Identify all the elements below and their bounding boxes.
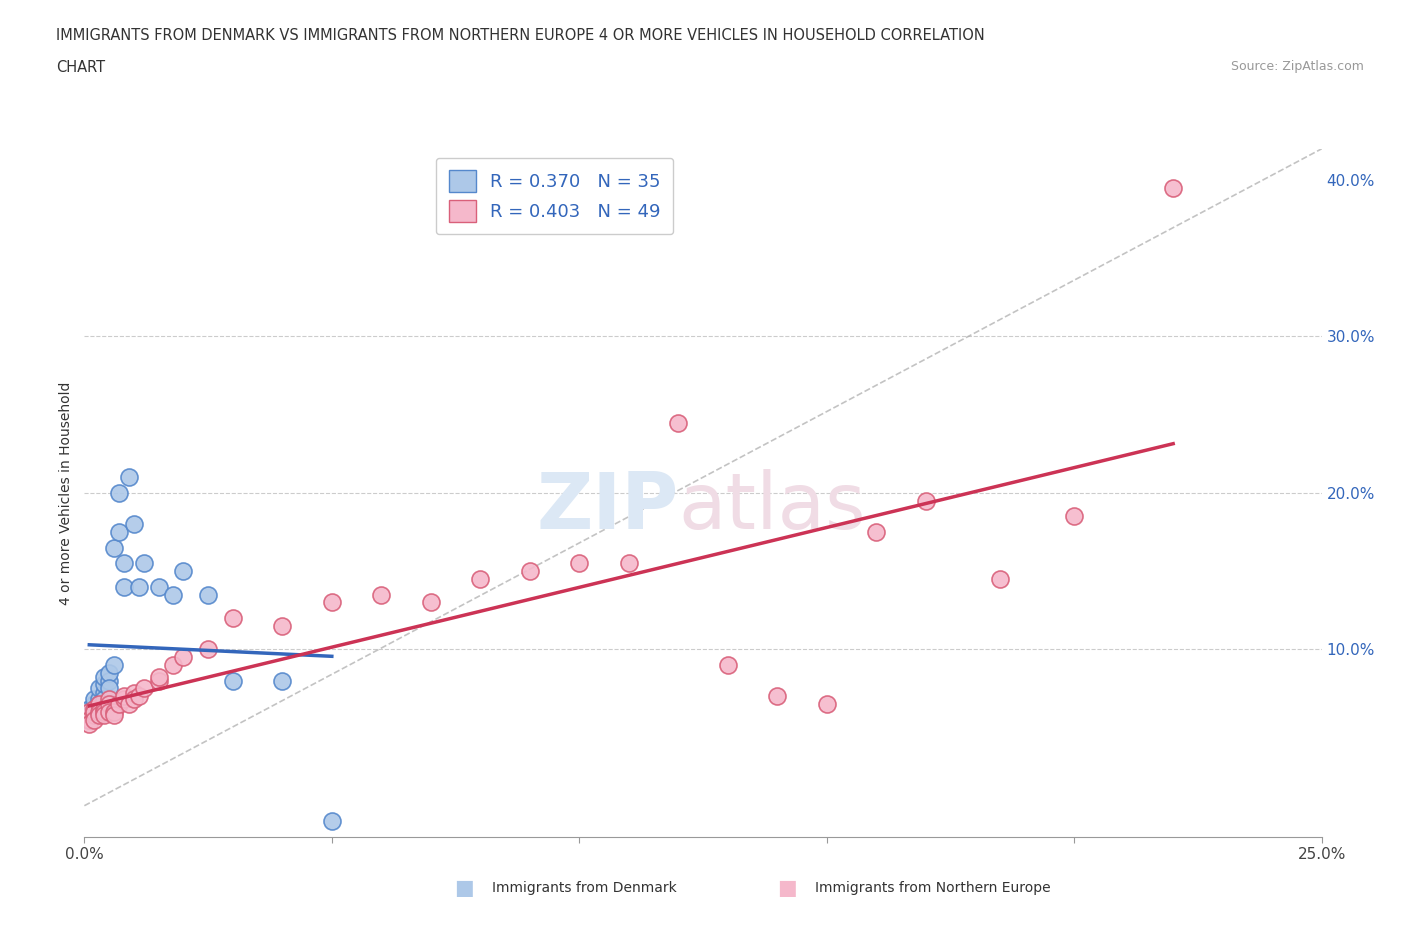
Point (988, 571, 1011, 587)
Point (112, 579, 135, 594)
Text: atlas: atlas (678, 469, 866, 545)
Point (103, 658, 125, 672)
Point (89, 708, 111, 723)
Point (717, 658, 740, 672)
Point (98, 697, 121, 711)
Point (98, 704, 121, 719)
Point (108, 485, 131, 500)
Point (79, 712, 101, 727)
Point (89, 697, 111, 711)
Point (419, 595, 441, 610)
Point (865, 525, 887, 539)
Point (83, 701, 105, 716)
Point (83, 701, 105, 716)
Point (89, 681, 111, 696)
Point (79, 701, 101, 716)
Point (222, 673, 245, 688)
Point (112, 556, 135, 571)
Point (83, 692, 105, 707)
Point (83, 708, 105, 723)
Point (122, 692, 145, 707)
Point (197, 642, 219, 657)
Point (519, 564, 541, 578)
Point (666, 415, 689, 430)
Text: ■: ■ (454, 878, 474, 898)
Point (370, 587, 392, 602)
Point (93, 685, 115, 700)
Point (118, 470, 141, 485)
Point (79, 708, 101, 723)
Point (766, 689, 789, 704)
Point (128, 579, 150, 594)
Text: ZIP: ZIP (536, 469, 678, 545)
Point (89, 708, 111, 723)
Point (148, 579, 170, 594)
Point (321, 595, 343, 610)
Point (112, 692, 135, 707)
Point (321, 814, 343, 829)
Point (148, 673, 170, 688)
Point (1063, 509, 1085, 524)
Text: Source: ZipAtlas.com: Source: ZipAtlas.com (1230, 60, 1364, 73)
Point (470, 571, 492, 587)
Text: Immigrants from Denmark: Immigrants from Denmark (492, 881, 676, 896)
Point (222, 611, 245, 626)
Point (112, 689, 135, 704)
Point (197, 587, 219, 602)
Point (172, 650, 194, 665)
Legend: R = 0.370   N = 35, R = 0.403   N = 49: R = 0.370 N = 35, R = 0.403 N = 49 (436, 158, 673, 234)
Point (83, 704, 105, 719)
Point (162, 587, 184, 602)
Point (83, 712, 105, 727)
Point (98, 673, 121, 688)
Point (108, 697, 131, 711)
Point (148, 670, 170, 684)
Point (122, 517, 145, 532)
Point (93, 701, 115, 716)
Text: ■: ■ (778, 878, 797, 898)
Point (103, 704, 125, 719)
Point (103, 708, 125, 723)
Point (83, 697, 105, 711)
Point (83, 704, 105, 719)
Point (93, 704, 115, 719)
Point (128, 689, 150, 704)
Point (98, 692, 121, 707)
Y-axis label: 4 or more Vehicles in Household: 4 or more Vehicles in Household (59, 381, 73, 604)
Point (108, 525, 131, 539)
Point (79, 712, 101, 727)
Point (89, 692, 111, 707)
Text: Immigrants from Northern Europe: Immigrants from Northern Europe (815, 881, 1052, 896)
Point (914, 493, 936, 508)
Point (79, 704, 101, 719)
Point (617, 556, 640, 571)
Point (271, 618, 294, 633)
Point (271, 673, 294, 688)
Point (79, 717, 101, 732)
Point (568, 556, 591, 571)
Point (132, 681, 155, 696)
Text: IMMIGRANTS FROM DENMARK VS IMMIGRANTS FROM NORTHERN EUROPE 4 OR MORE VEHICLES IN: IMMIGRANTS FROM DENMARK VS IMMIGRANTS FR… (56, 28, 986, 43)
Point (815, 697, 838, 711)
Point (89, 697, 111, 711)
Point (132, 556, 155, 571)
Text: CHART: CHART (56, 60, 105, 75)
Point (93, 692, 115, 707)
Point (122, 685, 145, 700)
Point (98, 681, 121, 696)
Point (103, 540, 125, 555)
Point (118, 697, 141, 711)
Point (98, 665, 121, 680)
Point (1161, 180, 1184, 195)
Point (89, 704, 111, 719)
Point (93, 708, 115, 723)
Point (93, 676, 115, 691)
Point (162, 658, 184, 672)
Point (93, 670, 115, 684)
Point (172, 564, 194, 578)
